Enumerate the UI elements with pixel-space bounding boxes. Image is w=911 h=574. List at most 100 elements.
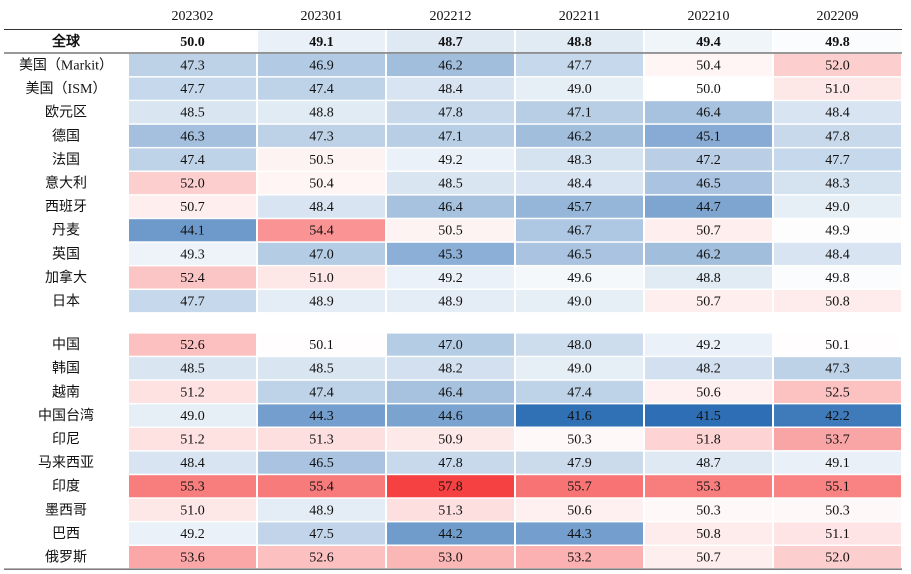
cell [129,266,256,289]
cell-value: 49.2 [438,271,463,286]
cell [129,404,256,427]
cell [774,172,901,195]
cell [387,546,514,569]
cell [774,475,901,498]
cell [516,54,643,77]
cell-value: 47.8 [438,456,463,471]
cell-value: 55.3 [696,480,721,495]
cell-value: 47.3 [180,59,205,74]
cell-value: 53.7 [825,433,850,448]
cell-value: 49.6 [567,271,592,286]
cell-value: 48.4 [309,200,334,215]
cell-value: 44.3 [567,527,592,542]
cell-value: 52.0 [825,551,850,566]
cell [387,428,514,451]
cell [645,77,772,100]
cell-value: 53.6 [180,551,205,566]
cell-value: 51.3 [438,503,463,518]
cell-value: 49.3 [180,247,205,262]
cell-value: 50.4 [309,177,334,192]
column-header: 202210 [688,9,730,24]
cell [387,522,514,545]
cell-value: 49.0 [567,295,592,310]
cell [516,380,643,403]
cell-value: 50.3 [825,503,850,518]
cell-value: 47.4 [180,153,205,168]
cell [516,30,643,53]
row-label: 全球 [51,33,81,50]
cell [129,380,256,403]
cell [645,30,772,53]
cell [129,428,256,451]
cell [516,77,643,100]
cell [387,242,514,265]
cell-value: 48.4 [825,247,850,262]
cell-value: 50.1 [309,338,334,353]
cell-value: 46.5 [309,456,334,471]
cell [774,522,901,545]
cell [129,357,256,380]
cell [387,219,514,242]
cell-value: 50.8 [696,527,721,542]
cell [129,290,256,313]
cell [645,475,772,498]
cell [258,333,385,356]
cell [516,219,643,242]
cell-value: 48.9 [309,503,334,518]
cell-value: 48.3 [567,153,592,168]
cell-value: 46.2 [696,247,721,262]
cell-value: 49.2 [180,527,205,542]
cell-value: 47.4 [567,385,592,400]
cell-value: 48.3 [825,177,850,192]
cell-value: 48.4 [180,456,205,471]
cell-value: 51.0 [309,271,334,286]
row-label: 加拿大 [45,269,87,286]
cell-value: 48.4 [825,106,850,121]
cell-value: 50.8 [825,295,850,310]
cell [645,290,772,313]
cell-value: 44.2 [438,527,463,542]
row-label: 印尼 [52,432,80,448]
cell [774,54,901,77]
cell [258,172,385,195]
cell-value: 51.0 [180,503,205,518]
cell-value: 50.0 [180,35,205,50]
row-label: 中国台湾 [38,407,94,424]
cell [774,404,901,427]
cell [516,124,643,147]
cell-value: 45.1 [696,129,721,144]
cell [774,380,901,403]
cell-value: 47.8 [438,106,463,121]
row-label: 印度 [52,479,80,495]
cell-value: 42.2 [825,409,850,424]
cell [258,290,385,313]
cell [258,451,385,474]
cell [774,546,901,569]
cell-value: 47.2 [696,153,721,168]
row-label: 越南 [52,384,80,400]
cell [129,124,256,147]
cell [129,546,256,569]
cell-value: 47.1 [438,129,463,144]
cell [387,451,514,474]
cell [258,219,385,242]
cell [387,30,514,53]
cell-value: 46.2 [438,59,463,74]
cell-value: 49.8 [825,35,850,50]
cell-value: 50.6 [696,385,721,400]
cell-value: 48.9 [309,295,334,310]
cell-value: 54.4 [309,224,334,239]
cell [258,54,385,77]
cell [516,148,643,171]
cell-value: 52.6 [180,338,205,353]
cell [774,242,901,265]
cell [258,124,385,147]
cell-value: 48.7 [438,35,463,50]
cell-value: 48.8 [567,35,592,50]
row-label: 俄罗斯 [45,550,87,566]
cell-value: 51.3 [309,433,334,448]
row-label: 西班牙 [45,199,87,215]
cell-value: 50.7 [696,224,721,239]
cell [516,333,643,356]
